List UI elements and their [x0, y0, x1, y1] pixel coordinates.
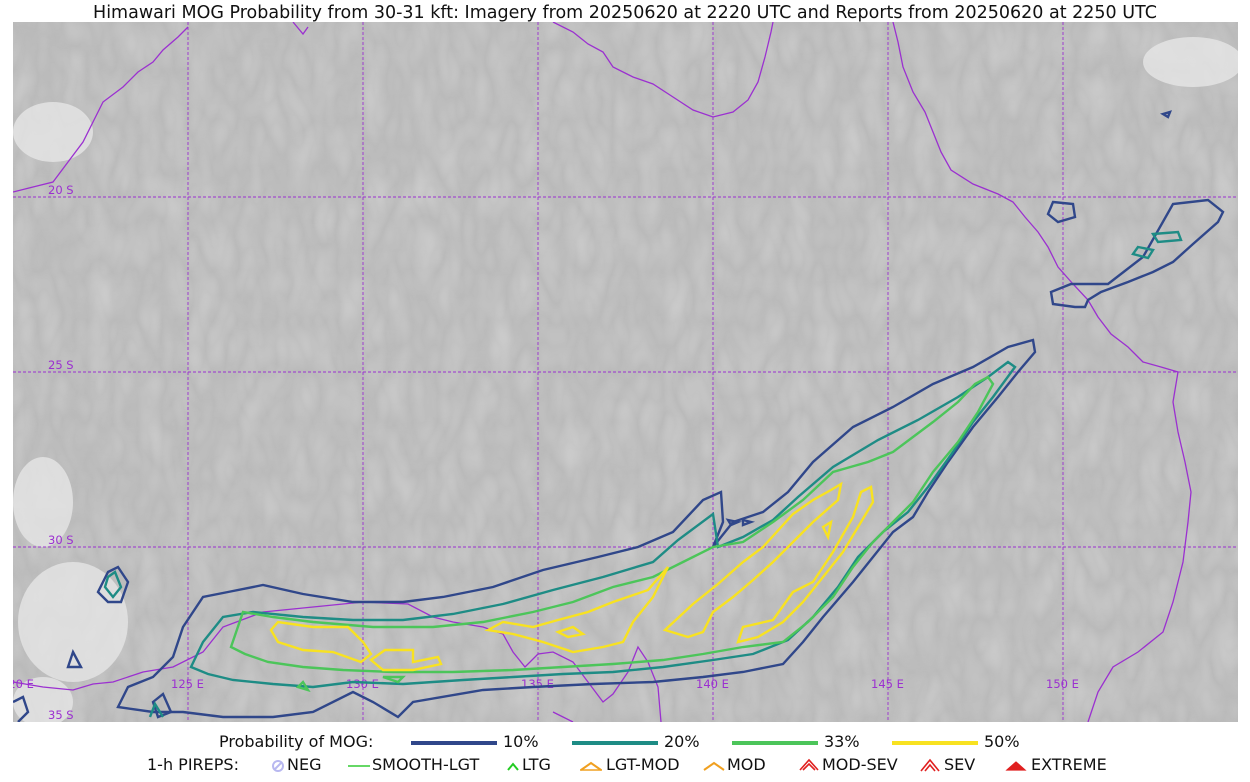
ltg-caret-icon: [507, 762, 519, 771]
map-panel[interactable]: 20 S 25 S 30 S 35 S 120 E 125 E 130 E 13…: [13, 22, 1238, 722]
neg-circle-icon: [272, 760, 284, 772]
probability-legend-title: Probability of MOG:: [219, 732, 374, 751]
pirep-label-mod: MOD: [727, 755, 766, 774]
legend-swatch-10pct: [411, 741, 497, 745]
cloud-patches: [13, 37, 1238, 722]
lon-label-145e: 145 E: [871, 677, 904, 691]
pirep-label-mod-sev: MOD-SEV: [822, 755, 898, 774]
contour-50pct: [269, 481, 875, 672]
lon-label-125e: 125 E: [171, 677, 204, 691]
pirep-label-extreme: EXTREME: [1031, 755, 1107, 774]
legend-label-10pct: 10%: [503, 732, 539, 751]
lgt-mod-caret-icon: [580, 761, 602, 771]
lon-label-130e: 130 E: [346, 677, 379, 691]
probability-legend: Probability of MOG: 10% 20% 33% 50%: [0, 732, 1250, 754]
pirep-label-smooth-lgt: SMOOTH-LGT: [372, 755, 480, 774]
legend-label-50pct: 50%: [984, 732, 1020, 751]
legend-swatch-33pct: [732, 741, 818, 745]
lat-label-35s: 35 S: [48, 708, 74, 722]
mod-sev-caret-icon: [799, 758, 819, 771]
lat-label-25s: 25 S: [48, 358, 74, 372]
pirep-label-neg: NEG: [287, 755, 322, 774]
lon-label-135e: 135 E: [521, 677, 554, 691]
pirep-legend-title: 1-h PIREPS:: [147, 755, 239, 774]
contour-20pct: [103, 230, 1183, 718]
smooth-lgt-line-icon: [348, 765, 370, 767]
legend-label-20pct: 20%: [664, 732, 700, 751]
lon-label-140e: 140 E: [696, 677, 729, 691]
lon-label-150e: 150 E: [1046, 677, 1079, 691]
contour-10pct: [13, 110, 1225, 722]
contour-33pct: [229, 375, 995, 693]
satellite-map: 20 S 25 S 30 S 35 S 120 E 125 E 130 E 13…: [13, 22, 1238, 722]
pirep-label-lgt-mod: LGT-MOD: [606, 755, 680, 774]
legend-label-33pct: 33%: [824, 732, 860, 751]
pirep-label-sev: SEV: [944, 755, 976, 774]
legend-swatch-20pct: [572, 741, 658, 745]
mod-caret-icon: [703, 761, 725, 771]
pirep-legend: 1-h PIREPS: NEG SMOOTH-LGT LTG LGT-MOD M…: [0, 755, 1250, 777]
pirep-label-ltg: LTG: [522, 755, 551, 774]
extreme-caret-icon: [1005, 761, 1027, 771]
graticule: [13, 22, 1238, 722]
legend-swatch-50pct: [892, 741, 978, 745]
map-title: Himawari MOG Probability from 30-31 kft:…: [93, 3, 1157, 23]
sev-caret-icon: [920, 758, 940, 772]
lat-label-20s: 20 S: [48, 183, 74, 197]
lat-label-30s: 30 S: [48, 533, 74, 547]
